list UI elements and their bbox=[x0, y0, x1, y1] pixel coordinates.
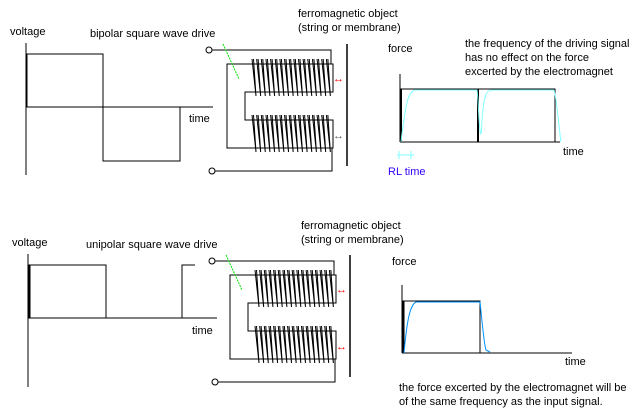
voltage-axis-label: voltage bbox=[10, 26, 45, 38]
input-terminal[interactable] bbox=[211, 378, 219, 386]
object-label: ferromagnetic object bbox=[301, 220, 401, 232]
bipolar-voltage-graph bbox=[25, 43, 213, 175]
time-axis-label: time bbox=[189, 113, 210, 125]
drive-label: bipolar square wave drive bbox=[90, 28, 215, 40]
label-pointer bbox=[225, 254, 243, 291]
force-graph-top bbox=[397, 74, 562, 159]
object-label: ferromagnetic object bbox=[298, 8, 398, 20]
input-terminal[interactable] bbox=[208, 257, 216, 265]
rl-time-label: RL time bbox=[388, 166, 426, 178]
object-label-2: (string or membrane) bbox=[301, 234, 404, 246]
note-line: the force excerted by the electromagnet … bbox=[399, 382, 626, 394]
electromagnet-coil bbox=[208, 254, 351, 386]
force-arrow-icon: ↔ bbox=[336, 284, 347, 296]
electromagnet-coil bbox=[205, 43, 348, 175]
magnet-core bbox=[226, 63, 334, 149]
lead-wire bbox=[218, 359, 336, 383]
time-axis-label: time bbox=[192, 325, 213, 337]
note-line: has no effect on the force bbox=[465, 52, 589, 64]
voltage-axis-label: voltage bbox=[12, 237, 47, 249]
object-label-2: (string or membrane) bbox=[298, 22, 401, 34]
coil-winding bbox=[254, 325, 334, 364]
note-line: the frequency of the driving signal bbox=[465, 38, 630, 50]
force-graph-bottom bbox=[401, 285, 572, 354]
coil-winding bbox=[254, 269, 334, 308]
input-terminal[interactable] bbox=[205, 46, 213, 54]
force-arrow-icon: ↔ bbox=[336, 341, 347, 353]
magnet-core bbox=[229, 274, 337, 360]
coil-winding bbox=[251, 58, 331, 97]
lead-wire bbox=[215, 260, 335, 275]
lead-wire bbox=[212, 49, 332, 64]
time-axis-label: time bbox=[563, 146, 584, 158]
rl-time-marker bbox=[397, 151, 414, 159]
unipolar-voltage-graph bbox=[27, 254, 217, 387]
lead-wire bbox=[215, 148, 333, 172]
drive-label: unipolar square wave drive bbox=[86, 239, 217, 251]
force-arrow-icon: ↔ bbox=[333, 130, 344, 142]
force-axis-label: force bbox=[392, 256, 416, 268]
note-line: excerted by the electromagnet bbox=[465, 66, 613, 78]
coil-winding bbox=[251, 114, 331, 153]
note-line: of the same frequency as the input signa… bbox=[399, 396, 603, 408]
label-pointer bbox=[222, 43, 240, 80]
input-terminal[interactable] bbox=[208, 167, 216, 175]
force-axis-label: force bbox=[388, 43, 412, 55]
force-response-curve bbox=[403, 301, 491, 354]
time-axis-label: time bbox=[565, 356, 586, 368]
force-arrow-icon: ↔ bbox=[333, 73, 344, 85]
force-response-curve bbox=[400, 89, 562, 143]
